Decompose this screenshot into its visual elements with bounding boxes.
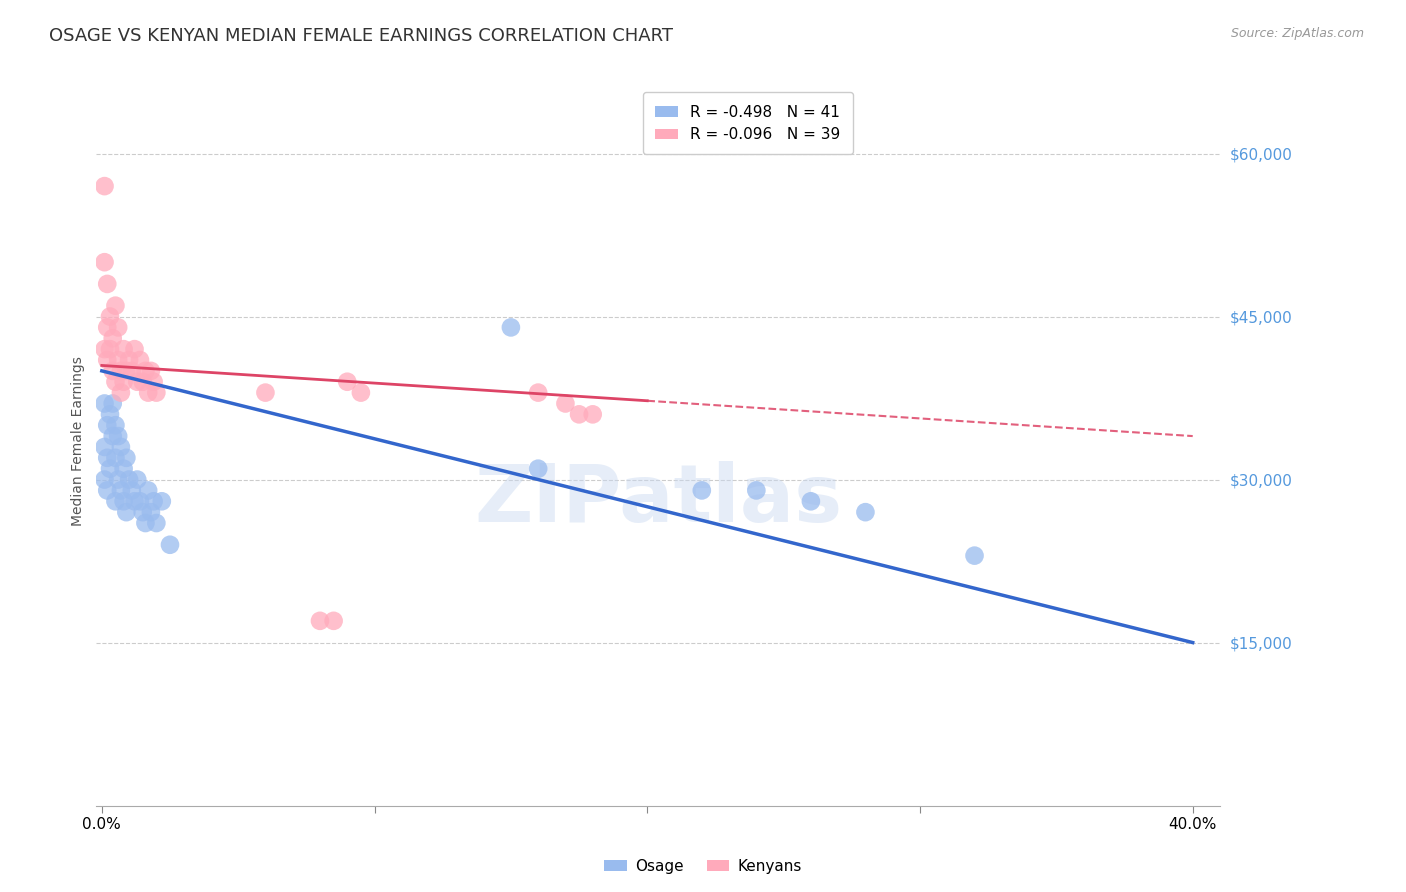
Point [101,364,124,378]
Point [129,353,152,368]
Point [112,494,135,508]
Point [112,342,135,356]
Point [134,516,156,530]
Point [93,179,115,194]
Point [93,440,115,454]
Point [110,483,132,498]
Point [112,375,135,389]
Point [800,494,823,508]
Point [104,494,127,508]
Point [309,614,332,628]
Point [121,483,143,498]
Point [145,385,167,400]
Point [139,364,162,378]
Point [104,375,127,389]
Point [322,614,344,628]
Point [124,342,146,356]
Point [121,364,143,378]
Point [107,353,129,368]
Point [136,483,159,498]
Point [96,353,118,368]
Y-axis label: Median Female Earnings: Median Female Earnings [72,357,86,526]
Point [963,549,986,563]
Point [104,450,127,465]
Point [118,473,141,487]
Point [110,364,132,378]
Point [115,364,138,378]
Point [145,516,167,530]
Point [96,320,118,334]
Point [132,505,155,519]
Point [855,505,877,519]
Point [132,375,155,389]
Legend: Osage, Kenyans: Osage, Kenyans [599,853,807,880]
Point [110,440,132,454]
Point [127,473,149,487]
Point [150,494,173,508]
Point [107,429,129,443]
Legend: R = -0.498   N = 41, R = -0.096   N = 39: R = -0.498 N = 41, R = -0.096 N = 39 [643,93,853,154]
Point [139,505,162,519]
Point [93,342,115,356]
Point [115,450,138,465]
Point [118,353,141,368]
Point [98,408,121,422]
Point [107,473,129,487]
Point [142,494,165,508]
Point [101,396,124,410]
Point [127,375,149,389]
Point [96,450,118,465]
Point [527,461,550,475]
Point [254,385,277,400]
Point [336,375,359,389]
Point [124,494,146,508]
Point [136,385,159,400]
Point [107,320,129,334]
Point [98,342,121,356]
Point [554,396,576,410]
Point [134,364,156,378]
Point [115,505,138,519]
Point [101,331,124,345]
Point [104,299,127,313]
Point [110,385,132,400]
Text: ZIPatlas: ZIPatlas [474,461,842,539]
Point [93,396,115,410]
Point [96,418,118,433]
Point [142,375,165,389]
Point [745,483,768,498]
Point [101,429,124,443]
Point [499,320,522,334]
Point [112,461,135,475]
Point [129,494,152,508]
Point [93,255,115,269]
Point [527,385,550,400]
Point [582,408,605,422]
Point [96,277,118,291]
Text: Source: ZipAtlas.com: Source: ZipAtlas.com [1230,27,1364,40]
Point [690,483,713,498]
Point [104,418,127,433]
Point [350,385,373,400]
Point [159,538,181,552]
Text: OSAGE VS KENYAN MEDIAN FEMALE EARNINGS CORRELATION CHART: OSAGE VS KENYAN MEDIAN FEMALE EARNINGS C… [49,27,673,45]
Point [568,408,591,422]
Point [96,483,118,498]
Point [98,461,121,475]
Point [93,473,115,487]
Point [98,310,121,324]
